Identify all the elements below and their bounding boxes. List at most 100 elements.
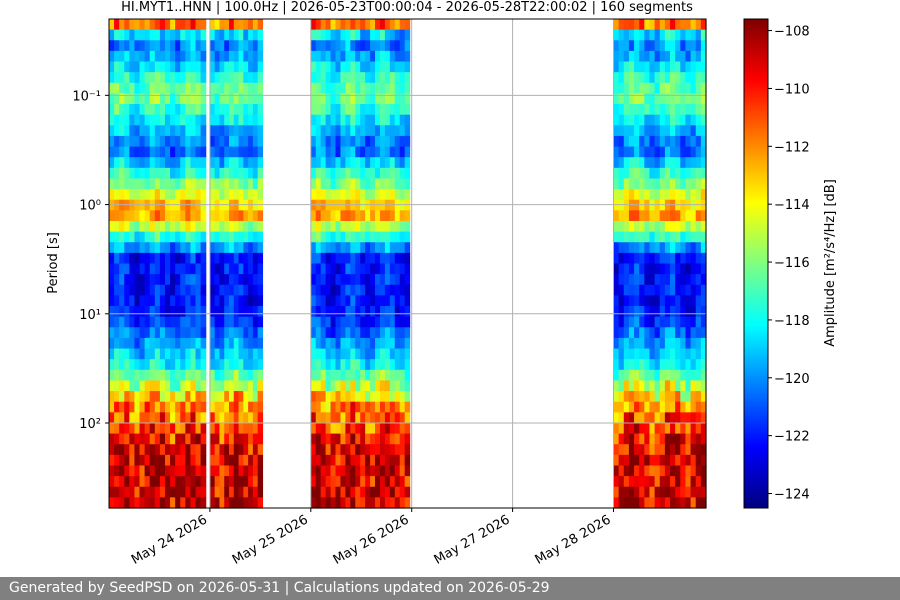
heatmap-cell: [114, 72, 120, 84]
heatmap-cell: [310, 306, 317, 318]
heatmap-cell: [623, 316, 630, 328]
heatmap-cell: [170, 284, 176, 296]
heatmap-cell: [384, 316, 391, 328]
heatmap-cell: [252, 157, 259, 169]
heatmap-cell: [695, 327, 702, 339]
heatmap-cell: [195, 465, 202, 477]
heatmap-cell: [164, 178, 171, 190]
heatmap-cell: [700, 114, 707, 126]
heatmap-cell: [644, 167, 651, 180]
heatmap-cell: [664, 167, 671, 180]
heatmap-cell: [680, 19, 687, 31]
heatmap-cell: [623, 306, 630, 318]
heatmap-cell: [144, 157, 151, 169]
heatmap-cell: [114, 380, 120, 392]
heatmap-cell: [335, 348, 342, 360]
heatmap-cell: [628, 178, 635, 190]
heatmap-cell: [680, 284, 687, 296]
heatmap-cell: [195, 82, 202, 95]
heatmap-cell: [623, 82, 630, 95]
heatmap-cell: [680, 82, 687, 95]
heatmap-cell: [664, 210, 671, 222]
heatmap-cell: [628, 497, 635, 509]
heatmap-cell: [649, 189, 656, 201]
heatmap-cell: [185, 178, 192, 190]
heatmap-cell: [690, 359, 697, 371]
heatmap-cell: [659, 359, 666, 371]
heatmap-cell: [325, 61, 332, 73]
heatmap-cell: [164, 40, 171, 52]
heatmap-cell: [252, 29, 259, 41]
heatmap-cell: [649, 114, 656, 126]
heatmap-cell: [340, 348, 346, 360]
heatmap-cell: [310, 40, 317, 52]
heatmap-cell: [243, 380, 249, 392]
heatmap-cell: [124, 306, 130, 318]
heatmap-cell: [119, 93, 125, 105]
heatmap-cell: [200, 135, 207, 148]
heatmap-cell: [649, 306, 656, 318]
heatmap-cell: [340, 29, 346, 41]
heatmap-cell: [310, 125, 317, 137]
heatmap-cell: [700, 263, 707, 275]
heatmap-cell: [345, 433, 351, 445]
heatmap-cell: [154, 220, 161, 233]
heatmap-cell: [685, 295, 692, 307]
heatmap-cell: [149, 93, 156, 105]
heatmap-cell: [219, 444, 225, 456]
heatmap-cell: [185, 359, 192, 371]
heatmap-cell: [350, 454, 356, 467]
heatmap-cell: [175, 401, 181, 413]
heatmap-cell: [365, 125, 371, 137]
heatmap-cell: [654, 61, 661, 73]
heatmap-cell: [634, 231, 640, 243]
heatmap-cell: [134, 476, 141, 488]
heatmap-cell: [248, 135, 254, 148]
heatmap-cell: [119, 444, 125, 456]
heatmap-cell: [664, 104, 671, 116]
heatmap-cell: [360, 284, 366, 296]
heatmap-cell: [628, 422, 635, 435]
heatmap-cell: [330, 135, 337, 148]
heatmap-cell: [195, 306, 202, 318]
heatmap-cell: [695, 189, 702, 201]
heatmap-cell: [634, 178, 640, 190]
heatmap-cell: [243, 348, 249, 360]
heatmap-cell: [248, 199, 254, 211]
heatmap-cell: [214, 359, 221, 371]
heatmap-cell: [224, 476, 230, 488]
heatmap-cell: [224, 454, 230, 467]
heatmap-cell: [219, 40, 225, 52]
heatmap-cell: [680, 263, 687, 275]
heatmap-cell: [649, 422, 656, 435]
heatmap-cell: [209, 93, 216, 105]
x-tick-label: May 25 2026: [230, 512, 311, 567]
heatmap-cell: [180, 210, 186, 222]
heatmap-cell: [700, 125, 707, 137]
heatmap-cell: [154, 391, 161, 403]
heatmap-cell: [634, 391, 640, 403]
heatmap-cell: [639, 476, 645, 488]
heatmap-cell: [325, 486, 332, 498]
heatmap-cell: [252, 167, 259, 180]
heatmap-cell: [634, 72, 640, 84]
heatmap-cell: [238, 189, 244, 201]
heatmap-cell: [134, 82, 141, 95]
heatmap-cell: [644, 135, 651, 148]
heatmap-cell: [404, 391, 411, 403]
heatmap-cell: [243, 476, 249, 488]
heatmap-cell: [350, 412, 356, 424]
heatmap-cell: [690, 327, 697, 339]
heatmap-cell: [310, 167, 317, 180]
heatmap-cell: [399, 497, 406, 509]
heatmap-cell: [159, 497, 166, 509]
heatmap-cell: [355, 178, 361, 190]
heatmap-cell: [670, 61, 676, 73]
heatmap-cell: [124, 284, 130, 296]
heatmap-cell: [618, 157, 625, 169]
heatmap-cell: [243, 189, 249, 201]
heatmap-cell: [634, 369, 640, 382]
heatmap-cell: [355, 146, 361, 158]
heatmap-cell: [335, 210, 342, 222]
heatmap-cell: [154, 157, 161, 169]
